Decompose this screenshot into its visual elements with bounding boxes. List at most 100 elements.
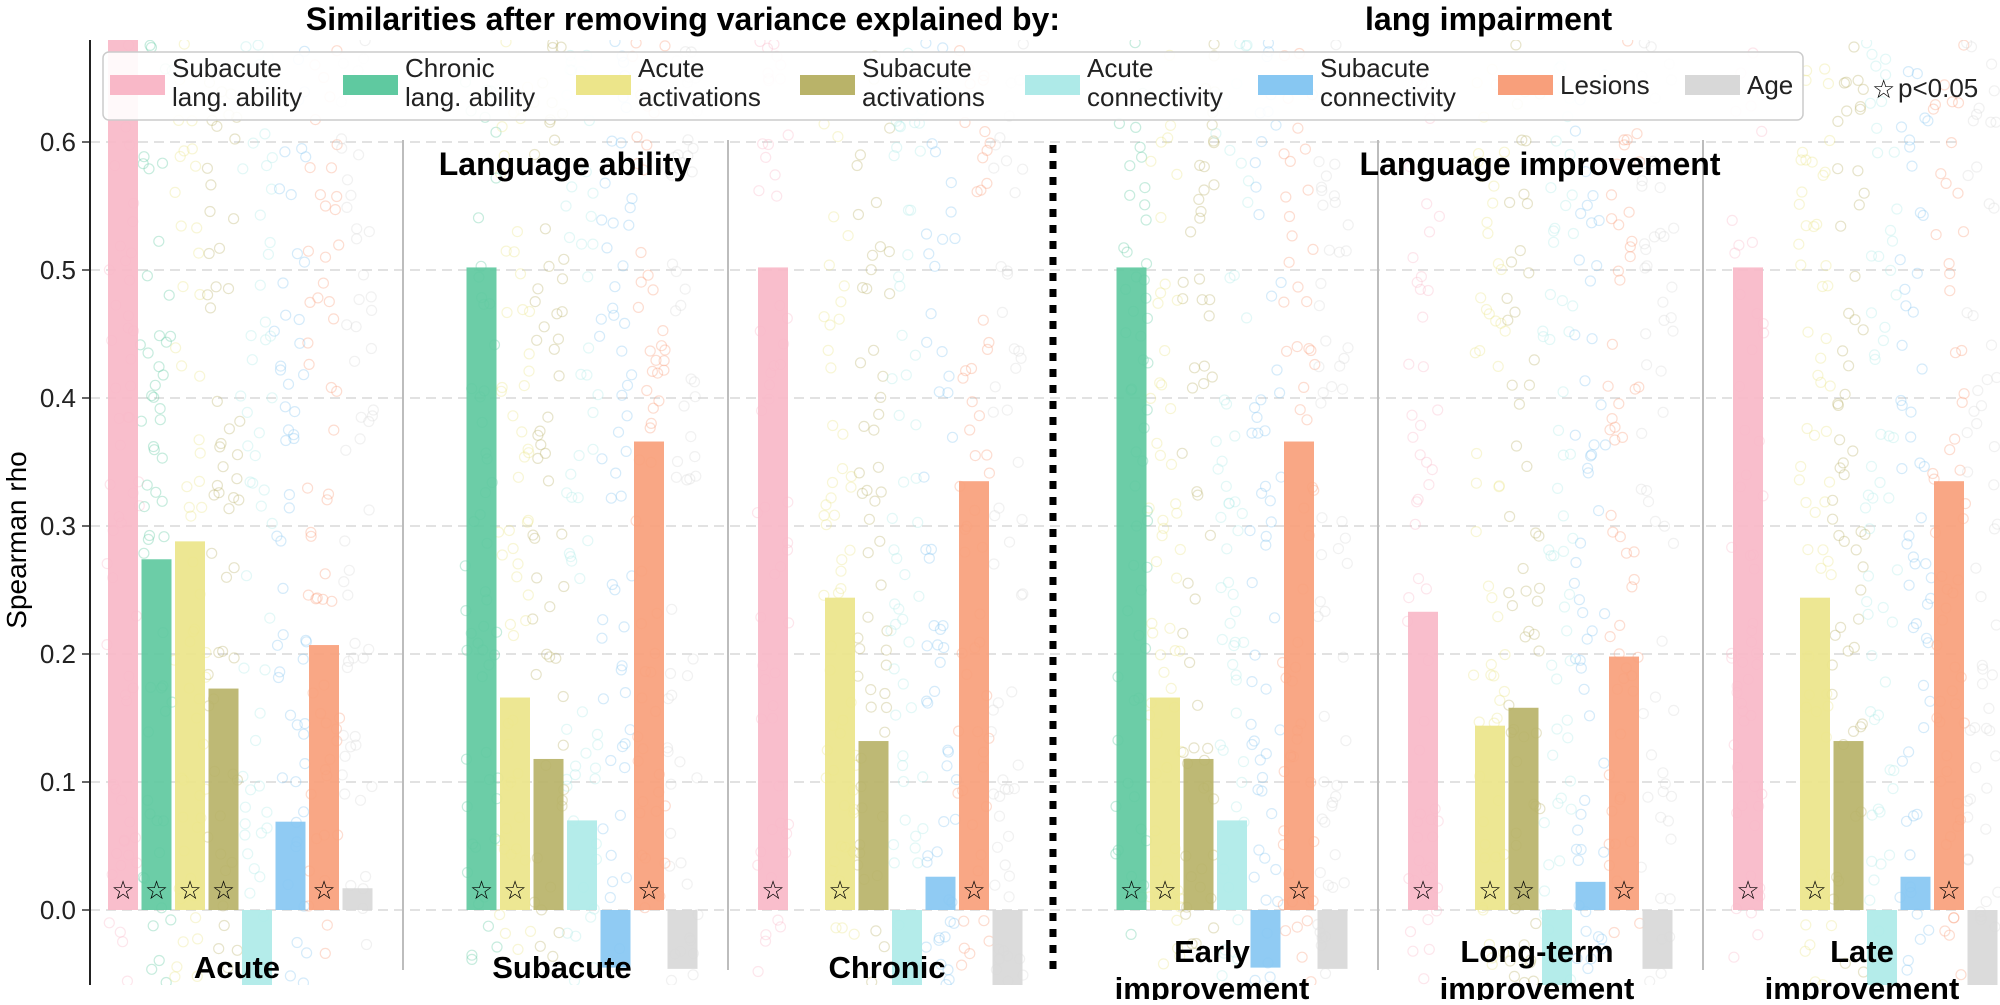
null-dist-point [1482, 580, 1495, 592]
null-dist-point [874, 241, 887, 253]
null-dist-point [153, 954, 165, 967]
null-dist-point [872, 461, 885, 473]
null-dist-point [1581, 633, 1593, 645]
null-dist-point [366, 304, 378, 316]
null-dist-point [1533, 530, 1545, 542]
null-dist-point [169, 186, 181, 198]
null-dist-point [1313, 300, 1326, 312]
null-dist-point [1834, 621, 1847, 634]
null-dist-point [241, 406, 253, 418]
null-dist-point [1864, 894, 1876, 906]
null-dist-point [557, 739, 569, 751]
null-dist-point [833, 313, 845, 325]
null-dist-point [1822, 280, 1834, 292]
null-dist-point [920, 695, 933, 707]
null-dist-point [1218, 394, 1231, 406]
null-dist-point [466, 953, 478, 966]
null-dist-point [1638, 40, 1650, 49]
null-dist-point [253, 427, 265, 439]
null-dist-point [1486, 958, 1498, 971]
null-dist-point [681, 878, 693, 890]
legend-label: Age [1747, 70, 1793, 100]
null-dist-point [912, 516, 924, 529]
null-dist-point [1875, 428, 1887, 440]
null-dist-point [191, 970, 203, 983]
null-dist-point [1252, 427, 1264, 439]
null-dist-point [366, 410, 378, 422]
null-dist-point [291, 936, 303, 949]
null-dist-point [1488, 670, 1500, 682]
null-dist-point [1887, 782, 1899, 795]
null-dist-point [261, 822, 273, 834]
null-dist-point [604, 891, 616, 904]
null-dist-point [1548, 550, 1560, 562]
null-dist-point [512, 471, 525, 483]
null-dist-point [875, 579, 887, 591]
bar [208, 688, 239, 910]
null-dist-point [1253, 844, 1265, 856]
null-dist-point [1976, 659, 1988, 671]
null-dist-point [1414, 449, 1426, 461]
significance-star: ☆ [761, 875, 784, 905]
null-dist-point [658, 364, 670, 376]
null-dist-point [1229, 636, 1241, 648]
null-dist-point [1272, 895, 1284, 908]
null-dist-point [1822, 555, 1834, 567]
null-dist-point [240, 570, 253, 582]
null-dist-point [1887, 432, 1900, 444]
null-dist-point [581, 369, 593, 381]
null-dist-point [975, 184, 987, 196]
null-dist-point [979, 126, 991, 138]
null-dist-point [1967, 310, 1979, 322]
null-dist-point [1265, 516, 1277, 528]
null-dist-point [1862, 608, 1874, 620]
null-dist-point [1640, 243, 1652, 256]
null-dist-point [1562, 732, 1574, 744]
y-tick-label: 0.3 [40, 511, 76, 541]
null-dist-point [1654, 182, 1666, 194]
null-dist-point [529, 532, 541, 544]
null-dist-point [836, 463, 849, 475]
null-dist-point [235, 390, 247, 402]
null-dist-point [904, 204, 917, 216]
null-dist-point [948, 917, 960, 929]
null-dist-point [1224, 272, 1236, 284]
null-dist-point [1853, 199, 1865, 211]
null-dist-point [1861, 40, 1873, 49]
null-dist-point [1323, 244, 1336, 256]
null-dist-point [620, 445, 632, 457]
null-dist-point [587, 962, 599, 974]
null-dist-point [535, 439, 547, 451]
null-dist-point [518, 451, 531, 463]
null-dist-point [490, 172, 502, 184]
null-dist-point [1241, 40, 1253, 51]
null-dist-point [1330, 40, 1342, 51]
null-dist-point [862, 611, 874, 623]
null-dist-point [550, 652, 562, 664]
null-dist-point [203, 247, 215, 260]
bar [1217, 820, 1247, 910]
null-dist-point [886, 373, 898, 385]
null-dist-point [1859, 528, 1871, 541]
null-dist-point [1857, 83, 1869, 96]
null-dist-point [1530, 527, 1542, 539]
null-dist-point [1171, 168, 1183, 180]
null-dist-point [1866, 855, 1878, 868]
null-dist-point [987, 704, 999, 716]
null-dist-point [1795, 460, 1807, 473]
null-dist-point [1656, 635, 1668, 647]
null-dist-point [1579, 375, 1591, 387]
null-dist-point [1884, 224, 1897, 236]
null-dist-point [760, 151, 772, 163]
null-dist-point [163, 289, 175, 301]
null-dist-point [1337, 651, 1349, 663]
null-dist-point [909, 349, 922, 361]
null-dist-point [1420, 583, 1433, 595]
null-dist-point [1958, 388, 1970, 400]
null-dist-point [1518, 939, 1530, 951]
legend-box [102, 51, 1804, 121]
null-dist-point [1572, 824, 1584, 836]
null-dist-point [165, 914, 177, 926]
null-dist-point [1833, 529, 1845, 542]
null-dist-point [1470, 447, 1483, 460]
